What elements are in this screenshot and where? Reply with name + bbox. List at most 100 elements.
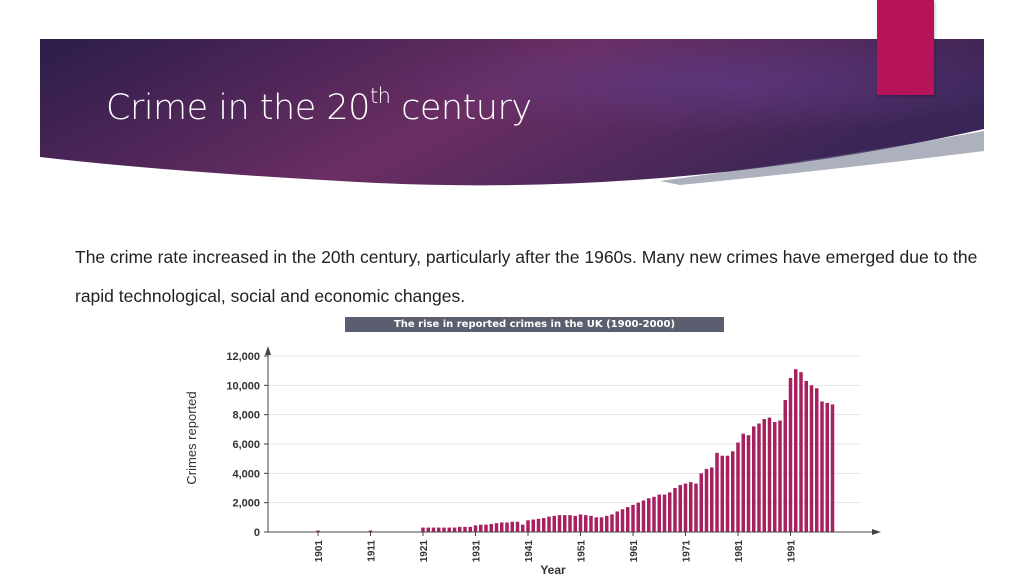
- bar: [452, 527, 457, 532]
- x-tick-label: 1951: [577, 540, 588, 563]
- bar: [458, 526, 462, 532]
- bar: [568, 515, 572, 532]
- bar: [773, 422, 777, 532]
- y-tick-label: 2,000: [232, 498, 260, 510]
- bar: [594, 517, 598, 532]
- bar: [526, 520, 530, 532]
- bar: [794, 369, 798, 532]
- x-tick-label: 1981: [734, 540, 745, 563]
- bar: [578, 514, 583, 532]
- bar: [494, 523, 499, 532]
- bar: [662, 494, 667, 532]
- x-tick-label: 1971: [682, 540, 693, 563]
- bar: [799, 372, 803, 532]
- bar: [699, 473, 703, 532]
- bar: [473, 525, 478, 532]
- y-tick-label: 4,000: [232, 468, 260, 480]
- bar: [557, 515, 562, 532]
- bar: [778, 420, 782, 532]
- bar: [615, 511, 619, 532]
- bar: [762, 419, 766, 532]
- x-axis-arrow: [872, 529, 881, 535]
- y-axis-ticks: 0 2,000 4,000 6,000 8,000 10,000 12,000: [226, 351, 268, 539]
- bar: [673, 488, 677, 532]
- y-tick-label: 8,000: [232, 410, 260, 422]
- bars: [316, 369, 835, 532]
- bar: [500, 522, 504, 532]
- bar: [830, 404, 835, 532]
- banner-background: [40, 39, 984, 186]
- bar: [820, 401, 824, 532]
- bar: [725, 455, 730, 532]
- grid-lines: [268, 355, 860, 504]
- bar: [479, 524, 483, 532]
- x-axis-label: Year: [540, 563, 566, 576]
- bar: [678, 485, 682, 532]
- bar: [542, 518, 546, 532]
- bar: [736, 442, 740, 532]
- bar: [510, 521, 514, 532]
- bar: [442, 527, 446, 532]
- bar: [783, 400, 787, 532]
- bar: [552, 515, 556, 532]
- title-main: Crime in the 20: [106, 88, 370, 128]
- bar: [689, 482, 693, 532]
- bar: [804, 380, 808, 532]
- bar: [431, 527, 436, 532]
- x-tick-label: 1911: [367, 540, 378, 562]
- bar: [652, 496, 656, 532]
- bar: [647, 498, 651, 532]
- bar: [605, 515, 609, 532]
- bar: [767, 417, 772, 532]
- bar: [620, 509, 625, 532]
- bar: [694, 483, 698, 532]
- bar: [815, 388, 819, 532]
- x-axis-ticks: 1901 1911 1921 1931 1941 1951 1961 1971 1981 1991: [314, 532, 798, 562]
- bar: [484, 524, 488, 532]
- bar: [515, 521, 520, 532]
- x-tick-label: 1961: [629, 540, 640, 563]
- bar: [437, 527, 441, 532]
- bar: [531, 519, 535, 532]
- bar: [731, 451, 735, 532]
- bar: [704, 468, 709, 532]
- bar: [368, 530, 373, 532]
- bar: [752, 426, 756, 532]
- bar: [563, 515, 567, 532]
- bar: [316, 530, 320, 532]
- bar: [668, 492, 672, 532]
- body-text: The crime rate increased in the 20th cen…: [75, 247, 978, 306]
- bar: [741, 433, 745, 532]
- title-banner: [40, 39, 984, 189]
- y-axis-arrow: [265, 346, 271, 355]
- bar: [809, 385, 814, 532]
- chart-title: The rise in reported crimes in the UK (1…: [345, 317, 724, 332]
- bar: [447, 527, 451, 532]
- bar: [547, 516, 551, 532]
- y-tick-label: 10,000: [226, 380, 260, 392]
- bar: [584, 515, 588, 532]
- bar: [757, 423, 761, 532]
- title-end: century: [390, 88, 532, 128]
- bar: [421, 527, 425, 532]
- bar: [631, 504, 635, 532]
- accent-tab: [877, 0, 934, 95]
- bar: [626, 507, 630, 532]
- bar: [521, 524, 525, 532]
- bar: [715, 452, 719, 532]
- bar: [720, 455, 724, 532]
- x-tick-label: 1921: [419, 540, 430, 563]
- slide-title: Crime in the 20th century: [106, 84, 532, 128]
- bar: [788, 378, 793, 532]
- bar: [489, 523, 493, 532]
- y-axis-label: Crimes reported: [184, 391, 199, 484]
- y-tick-label: 12,000: [226, 351, 260, 363]
- title-superscript: th: [369, 84, 391, 108]
- bar: [710, 467, 714, 532]
- bar: [505, 522, 509, 532]
- bar: [746, 435, 751, 532]
- bar: [610, 514, 614, 532]
- bar: [683, 483, 688, 532]
- bar: [657, 494, 661, 532]
